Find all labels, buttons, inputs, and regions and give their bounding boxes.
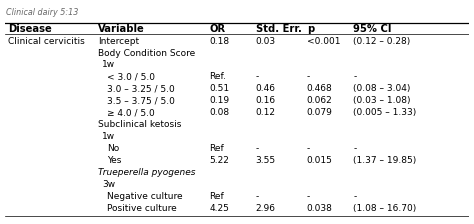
Text: (0.03 – 1.08): (0.03 – 1.08)	[353, 96, 410, 105]
Text: -: -	[353, 144, 356, 153]
Text: 1w: 1w	[102, 132, 115, 141]
Text: 4.25: 4.25	[209, 204, 229, 213]
Text: 3.55: 3.55	[255, 156, 276, 165]
Text: No: No	[107, 144, 119, 153]
Text: (1.08 – 16.70): (1.08 – 16.70)	[353, 204, 416, 213]
Text: 0.468: 0.468	[307, 84, 332, 93]
Text: 0.16: 0.16	[255, 96, 276, 105]
Text: (0.12 – 0.28): (0.12 – 0.28)	[353, 37, 410, 46]
Text: 1w: 1w	[102, 60, 115, 69]
Text: Std. Err.: Std. Err.	[255, 24, 301, 34]
Text: Body Condition Score: Body Condition Score	[98, 49, 195, 58]
Text: (1.37 – 19.85): (1.37 – 19.85)	[353, 156, 416, 165]
Text: Variable: Variable	[98, 24, 145, 34]
Text: -: -	[353, 192, 356, 201]
Text: 3w: 3w	[102, 180, 115, 189]
Text: 0.079: 0.079	[307, 108, 333, 117]
Text: -: -	[255, 72, 259, 81]
Text: Ref: Ref	[209, 144, 224, 153]
Text: (0.005 – 1.33): (0.005 – 1.33)	[353, 108, 416, 117]
Text: ≥ 4.0 / 5.0: ≥ 4.0 / 5.0	[107, 108, 155, 117]
Text: 3.5 – 3.75 / 5.0: 3.5 – 3.75 / 5.0	[107, 96, 175, 105]
Text: 0.51: 0.51	[209, 84, 229, 93]
Text: 0.19: 0.19	[209, 96, 229, 105]
Text: 0.015: 0.015	[307, 156, 333, 165]
Text: Yes: Yes	[107, 156, 121, 165]
Text: 0.08: 0.08	[209, 108, 229, 117]
Text: 0.46: 0.46	[255, 84, 275, 93]
Text: Disease: Disease	[8, 24, 52, 34]
Text: 0.18: 0.18	[209, 37, 229, 46]
Text: -: -	[255, 144, 259, 153]
Text: Subclinical ketosis: Subclinical ketosis	[98, 120, 181, 129]
Text: Negative culture: Negative culture	[107, 192, 182, 201]
Text: -: -	[307, 72, 310, 81]
Text: -: -	[307, 144, 310, 153]
Text: -: -	[307, 192, 310, 201]
Text: p: p	[307, 24, 314, 34]
Text: Clinical dairy 5:13: Clinical dairy 5:13	[6, 8, 79, 17]
Text: 0.062: 0.062	[307, 96, 332, 105]
Text: 3.0 – 3.25 / 5.0: 3.0 – 3.25 / 5.0	[107, 84, 175, 93]
Text: < 3.0 / 5.0: < 3.0 / 5.0	[107, 72, 155, 81]
Text: 5.22: 5.22	[209, 156, 229, 165]
Text: 95% CI: 95% CI	[353, 24, 392, 34]
Text: Trueperella pyogenes: Trueperella pyogenes	[98, 168, 195, 177]
Text: -: -	[255, 192, 259, 201]
Text: Positive culture: Positive culture	[107, 204, 177, 213]
Text: OR: OR	[209, 24, 225, 34]
Text: 0.03: 0.03	[255, 37, 276, 46]
Text: Ref: Ref	[209, 192, 224, 201]
Text: 0.038: 0.038	[307, 204, 333, 213]
Text: -: -	[353, 72, 356, 81]
Text: Clinical cervicitis: Clinical cervicitis	[8, 37, 85, 46]
Text: Ref.: Ref.	[209, 72, 226, 81]
Text: 2.96: 2.96	[255, 204, 275, 213]
Text: <0.001: <0.001	[307, 37, 340, 46]
Text: 0.12: 0.12	[255, 108, 275, 117]
Text: (0.08 – 3.04): (0.08 – 3.04)	[353, 84, 410, 93]
Text: Intercept: Intercept	[98, 37, 139, 46]
